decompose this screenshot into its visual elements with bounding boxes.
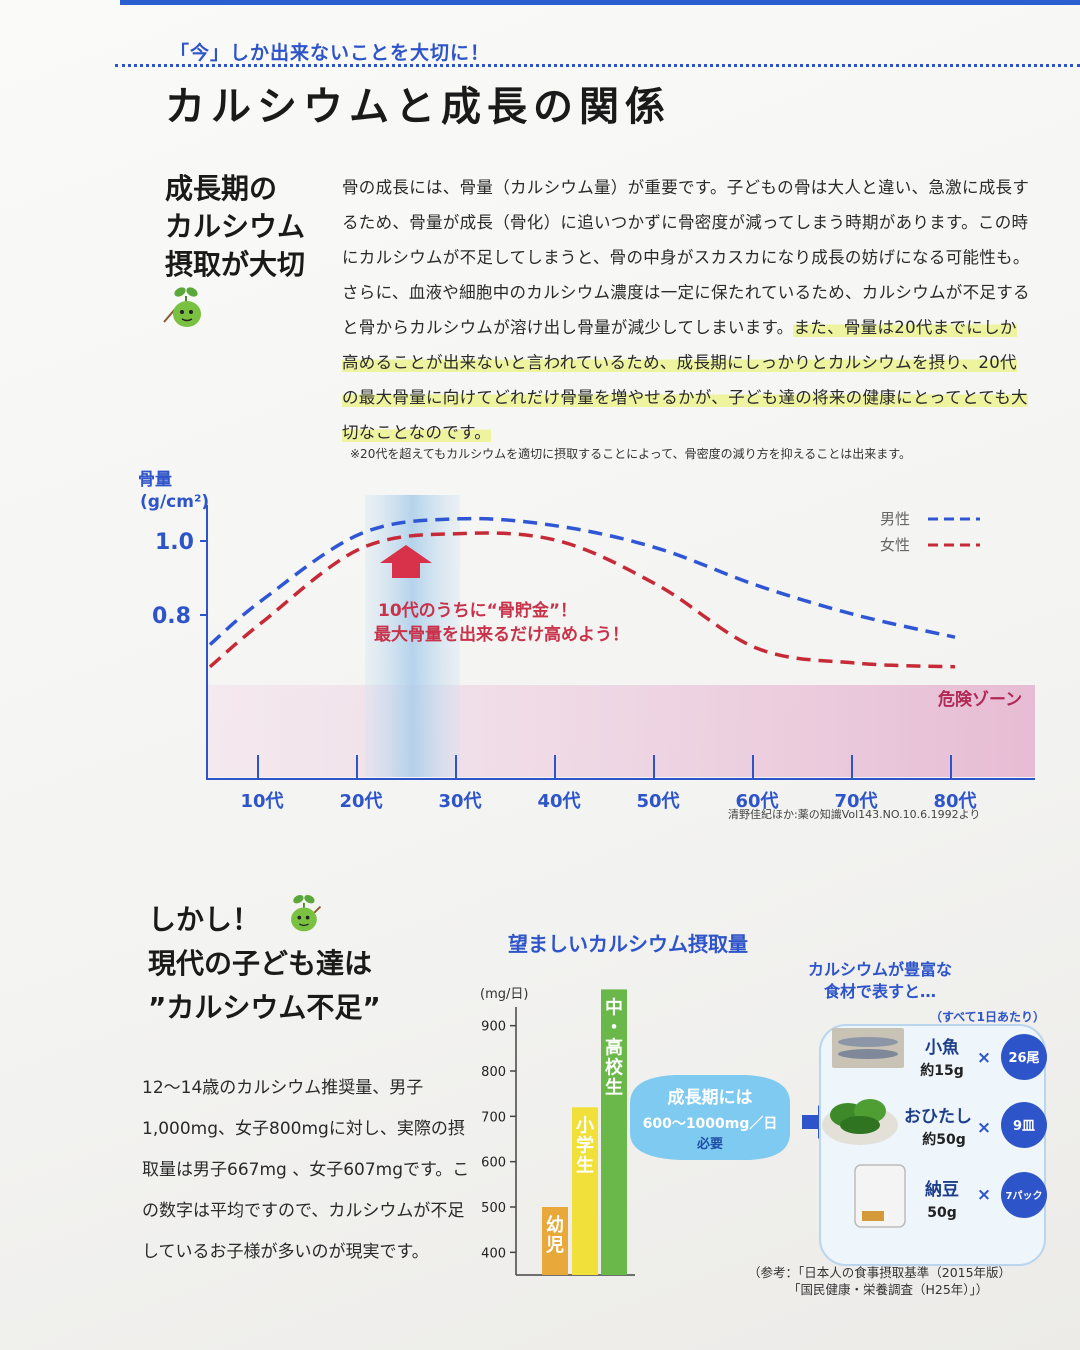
- intake-y-unit: (mg/日): [480, 987, 528, 1002]
- fish-icon: [832, 1028, 904, 1068]
- y-tick-label: 1.0: [155, 530, 194, 555]
- x-tick-label: 20代: [339, 791, 382, 812]
- bubble-line3: 必要: [696, 1136, 723, 1152]
- danger-zone: [207, 685, 1035, 777]
- subheading: 「今」しか出来ないことを大切に！: [170, 42, 491, 64]
- x-tick-label: 30代: [438, 791, 481, 812]
- intake-chart-title: 望ましいカルシウム摂取量: [508, 932, 748, 956]
- food-count: 7パック: [1006, 1190, 1043, 1202]
- intake-bar-label: 幼児: [545, 1214, 564, 1256]
- intake-y-tick-label: 800: [481, 1065, 506, 1080]
- top-accent-bar: [120, 0, 1080, 5]
- intake-y-tick-label: 600: [481, 1156, 506, 1171]
- food-name: 納豆: [925, 1179, 959, 1200]
- times-sign: ×: [977, 1048, 991, 1068]
- x-tick-label: 50代: [636, 791, 679, 812]
- footnote: ※20代を超えてもカルシウムを適切に摂取することによって、骨密度の減り方を抑える…: [350, 447, 912, 461]
- up-arrow-icon: [380, 545, 432, 578]
- reference-line: 「国民健康・栄養調査（H25年）」）: [788, 1282, 989, 1297]
- section2-body: 12〜14歳のカルシウム推奨量、男子1,000mg、女子800mgに対し、実際の…: [142, 1078, 470, 1262]
- foods-heading-line: カルシウムが豊富な: [808, 960, 952, 979]
- paragraph-text: 骨の成長には、骨量（カルシウム量）が重要です。子どもの骨は大人と違い、急激に成長…: [342, 178, 1030, 337]
- legend-male-label: 男性: [880, 510, 910, 528]
- reference-line: （参考：「日本人の食事摂取基準（2015年版）: [748, 1265, 1012, 1280]
- chart-source: 清野佳紀ほか:薬の知識Vol143.NO.10.6.1992より: [728, 807, 980, 821]
- intake-bar: [542, 1207, 568, 1275]
- intake-bar: [572, 1107, 598, 1275]
- foods-heading-line: 食材で表すと…: [823, 982, 936, 1001]
- food-name: 小魚: [925, 1037, 959, 1058]
- food-amount: 50g: [927, 1205, 957, 1221]
- intake-y-tick-label: 700: [481, 1110, 506, 1125]
- dotted-divider: [115, 64, 1080, 67]
- section1-heading: 成長期の カルシウム 摂取が大切: [165, 170, 365, 284]
- food-amount: 約50g: [922, 1131, 966, 1148]
- bone-mass-chart: 骨量 (g/cm²) 1.0 0.8 10代 20代 30代 40代 50代 60代 70代…: [138, 469, 1035, 821]
- section2-title-line: 現代の子ども達は: [148, 947, 373, 980]
- food-count: 26尾: [1008, 1051, 1039, 1066]
- annotation-line: 最大骨量を出来るだけ高めよう！: [374, 624, 629, 645]
- section2-title-line: しかし！: [148, 903, 261, 936]
- food-count: 9皿: [1013, 1119, 1035, 1134]
- food-name: おひたし: [904, 1107, 972, 1127]
- intake-y-tick-label: 900: [481, 1020, 506, 1035]
- food-item-natto: 納豆 50g × 7パック: [854, 1164, 1047, 1228]
- food-amount: 約15g: [920, 1062, 964, 1079]
- y-tick-label: 0.8: [152, 604, 191, 629]
- intake-bar: [601, 989, 627, 1275]
- annotation-line: 10代のうちに“骨貯金”！: [378, 600, 577, 621]
- x-tick-label: 40代: [537, 791, 580, 812]
- y-axis-label: 骨量: [138, 469, 172, 490]
- section1-heading-line: 摂取が大切: [165, 248, 306, 281]
- intake-y-tick-label: 500: [481, 1201, 506, 1216]
- x-tick-label: 70代: [834, 791, 877, 812]
- reference: （参考：「日本人の食事摂取基準（2015年版） 「国民健康・栄養調査（H25年）…: [748, 1264, 1011, 1298]
- times-sign: ×: [977, 1185, 991, 1205]
- section1-paragraph: 骨の成長には、骨量（カルシウム量）が重要です。子どもの骨は大人と違い、急激に成長…: [342, 170, 1032, 450]
- food-item-fish: 小魚 約15g × 26尾: [832, 1028, 1047, 1080]
- foods-per-day: （すべて1日あたり）: [930, 1009, 1045, 1024]
- growth-bubble: 成長期には 600〜1000mg／日 必要: [630, 1075, 790, 1160]
- sprout-mascot-icon: [291, 894, 322, 932]
- sprout-mascot-icon: [163, 287, 201, 327]
- calcium-intake-chart: 望ましいカルシウム摂取量 (mg/日) 400 500 600 700 800 900 幼…: [480, 932, 1047, 1276]
- legend-female-label: 女性: [880, 536, 910, 554]
- bubble-line1: 成長期には: [668, 1087, 753, 1108]
- intake-bar-label: 中・高校生: [605, 996, 624, 1098]
- female-series-line: [208, 531, 956, 669]
- intake-bar-label: 小学生: [576, 1115, 594, 1176]
- page-title: カルシウムと成長の関係: [165, 84, 671, 130]
- times-sign: ×: [977, 1118, 991, 1138]
- section1-heading-line: カルシウム: [165, 210, 306, 243]
- x-tick-label: 80代: [933, 791, 976, 812]
- section2-title-line: ”カルシウム不足”: [148, 991, 381, 1024]
- x-labels: 10代 20代 30代 40代 50代 60代 70代 80代: [240, 791, 976, 812]
- male-series-line: [208, 516, 956, 646]
- y-axis-unit: (g/cm²): [140, 492, 209, 512]
- intake-y-ticks: 400 500 600 700 800 900: [481, 1020, 516, 1261]
- growth-period-band: [365, 495, 460, 777]
- section1-heading-line: 成長期の: [165, 172, 278, 205]
- food-item-spinach: おひたし 約50g × 9皿: [822, 1099, 1047, 1148]
- section2-title: しかし！ 現代の子ども達は ”カルシウム不足”: [148, 898, 381, 1030]
- x-tick-label: 60代: [735, 791, 778, 812]
- danger-zone-label: 危険ゾーン: [937, 689, 1022, 710]
- intake-y-tick-label: 400: [481, 1246, 506, 1261]
- x-ticks: [257, 755, 952, 779]
- bubble-line2: 600〜1000mg／日: [643, 1116, 778, 1132]
- x-tick-label: 10代: [240, 791, 283, 812]
